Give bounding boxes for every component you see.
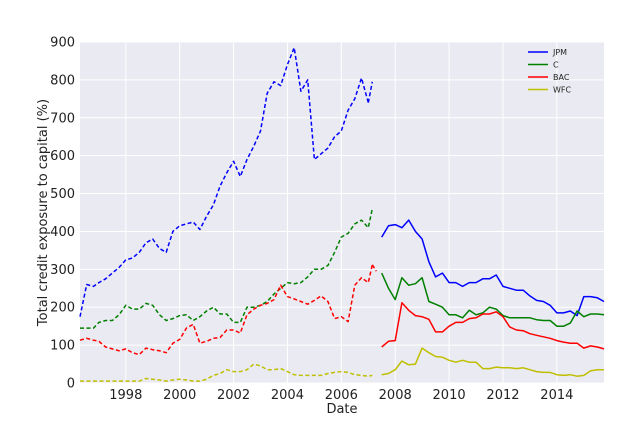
series-bac-dashed-line bbox=[79, 264, 374, 356]
y-tick-label: 500 bbox=[50, 187, 75, 202]
legend-label-c: C bbox=[553, 61, 559, 70]
series-c-dashed-line bbox=[80, 208, 374, 329]
x-tick-label: 2010 bbox=[433, 388, 466, 403]
x-tick-labels: 1998 2000 2002 2004 2006 2008 2010 2012 2014 bbox=[109, 388, 573, 403]
y-tick-label: 900 bbox=[50, 36, 75, 51]
y-tick-label: 200 bbox=[50, 301, 75, 316]
y-tick-label: 100 bbox=[50, 339, 75, 354]
series-jpm-dashed-line bbox=[367, 81, 374, 103]
series-wfc-dashed-line bbox=[80, 363, 373, 382]
series-wfc-solid-line bbox=[381, 347, 604, 377]
x-tick-label: 2006 bbox=[325, 388, 358, 403]
plot-background bbox=[80, 42, 604, 383]
y-tick-labels: 0 100 200 300 400 500 600 700 800 900 bbox=[50, 36, 75, 392]
legend: JPM C BAC WFC bbox=[528, 48, 572, 95]
x-tick-label: 2012 bbox=[486, 388, 519, 403]
x-tick-label: 2014 bbox=[540, 388, 573, 403]
y-tick-label: 400 bbox=[50, 225, 75, 240]
x-tick-label: 2000 bbox=[163, 388, 196, 403]
x-tick-label: 2004 bbox=[271, 388, 304, 403]
series-bac-dashed-line bbox=[371, 264, 377, 272]
series-bac-solid-line bbox=[381, 301, 605, 350]
y-tick-label: 700 bbox=[50, 111, 75, 126]
y-tick-label: 600 bbox=[50, 149, 75, 164]
grid bbox=[80, 41, 604, 384]
series-lines bbox=[79, 46, 605, 382]
legend-label-jpm: JPM bbox=[552, 48, 567, 57]
series-c-solid-line bbox=[381, 272, 605, 327]
x-tick-label: 2002 bbox=[217, 388, 250, 403]
legend-label-wfc: WFC bbox=[553, 86, 572, 95]
y-tick-label: 800 bbox=[50, 73, 75, 88]
x-tick-label: 1998 bbox=[109, 388, 142, 403]
y-axis-label: Total credit exposure to capital (%) bbox=[36, 99, 51, 327]
legend-label-bac: BAC bbox=[553, 73, 570, 82]
y-tick-label: 300 bbox=[50, 263, 75, 278]
x-tick-label: 2008 bbox=[379, 388, 412, 403]
x-axis-label: Date bbox=[326, 402, 357, 417]
y-tick-label: 0 bbox=[67, 377, 75, 392]
series-jpm-solid-line bbox=[381, 219, 605, 317]
